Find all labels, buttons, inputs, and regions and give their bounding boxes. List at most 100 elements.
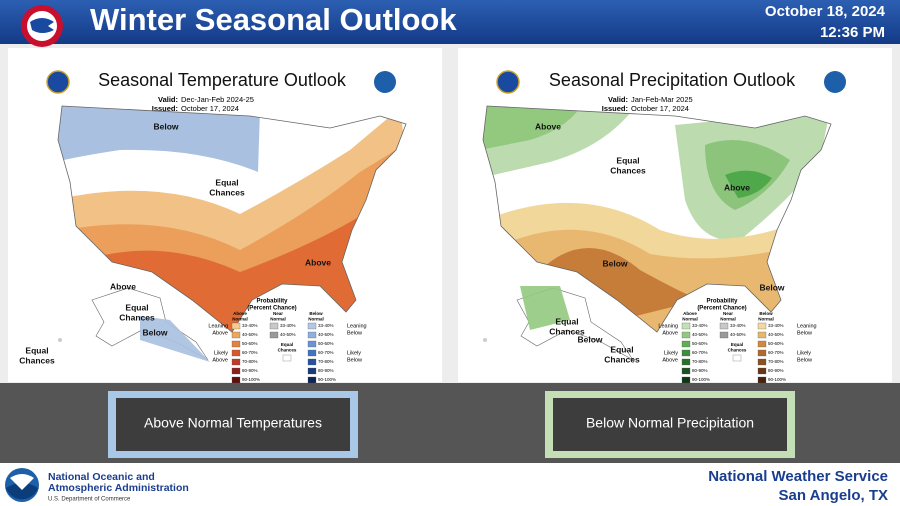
map-label: Equal [215, 177, 238, 187]
legend-range: 33-40% [242, 323, 258, 328]
caption-text: Below Normal Precipitation [586, 415, 754, 431]
legend-swatch [681, 340, 691, 348]
legend-swatch [757, 367, 767, 375]
legend-swatch [307, 349, 317, 357]
agency-line: National Oceanic and [48, 471, 155, 483]
map-label: Above [724, 182, 750, 192]
map-label: Equal [616, 155, 639, 165]
legend-column-header: Normal [232, 317, 248, 322]
issued-label: Issued: [602, 104, 628, 113]
valid-label: Valid: [608, 95, 628, 104]
legend-range: 40-50% [242, 332, 258, 337]
legend-swatch [757, 331, 767, 339]
caption-text: Above Normal Temperatures [144, 415, 322, 431]
office-line: National Weather Service [708, 468, 888, 485]
legend-side-label: Above [212, 330, 228, 336]
legend-range: 70-80% [242, 359, 258, 364]
issued-label: Issued: [152, 104, 178, 113]
legend-column-header: Above [233, 311, 247, 316]
legend-swatch [757, 358, 767, 366]
legend-column-header: Normal [270, 317, 286, 322]
legend-swatch [231, 340, 241, 348]
header-date: October 18, 2024 [765, 3, 886, 20]
legend-swatch [231, 331, 241, 339]
header-bar [0, 0, 900, 44]
map-label: Chances [209, 187, 245, 197]
legend-range: 33-40% [318, 323, 334, 328]
legend-range: 70-80% [768, 359, 784, 364]
legend-swatch [757, 322, 767, 330]
valid-value: Jan-Feb-Mar 2025 [631, 95, 693, 104]
hawaii [58, 338, 62, 342]
legend-range: 50-60% [768, 341, 784, 346]
legend-range: 33-40% [280, 323, 296, 328]
outlook-band [58, 106, 260, 172]
legend-column-header: Normal [308, 317, 324, 322]
agency-seal [46, 70, 70, 94]
map-label: Chances [610, 165, 646, 175]
map-label: Above [305, 257, 331, 267]
legend-swatch [231, 349, 241, 357]
legend-column-header: Above [683, 311, 697, 316]
legend-swatch [231, 367, 241, 375]
legend-range: 40-50% [692, 332, 708, 337]
legend-swatch [732, 354, 742, 362]
legend-range: 80-90% [242, 368, 258, 373]
map-label: Below [577, 334, 602, 344]
legend-range: 70-80% [692, 359, 708, 364]
map-label: Equal [610, 344, 633, 354]
legend-range: 40-50% [318, 332, 334, 337]
map-label: Equal [125, 302, 148, 312]
map-label: Chances [19, 355, 55, 365]
legend-side-label: Above [662, 330, 678, 336]
legend-swatch [681, 349, 691, 357]
legend-column-header: Near [273, 311, 283, 316]
legend-equal-chances: Chances [728, 348, 747, 353]
map-label: Above [535, 121, 561, 131]
legend-equal-chances: Equal [731, 342, 743, 347]
legend-title: Probability [256, 299, 288, 305]
legend-side-label: Below [797, 330, 812, 336]
caption-box [553, 398, 787, 451]
nws-logo [21, 5, 63, 47]
legend-swatch [719, 322, 729, 330]
agency-line: Atmospheric Administration [48, 482, 189, 494]
legend-swatch [307, 340, 317, 348]
legend-swatch [681, 358, 691, 366]
legend-side-label: Below [797, 357, 812, 363]
legend-range: 33-40% [692, 323, 708, 328]
legend-side-label: Likely [797, 350, 811, 356]
office-line: San Angelo, TX [779, 487, 888, 504]
legend-side-label: Leaning [797, 323, 817, 329]
alaska-band [520, 286, 570, 330]
map-label: Chances [549, 326, 585, 336]
panel-title: Seasonal Temperature Outlook [98, 70, 347, 90]
legend-range: 60-70% [242, 350, 258, 355]
legend-column-header: Normal [720, 317, 736, 322]
outlook-band [483, 106, 585, 150]
legend-range: 40-50% [280, 332, 296, 337]
legend-column-header: Below [309, 311, 323, 316]
legend-column-header: Near [723, 311, 733, 316]
noaa-seal [374, 71, 396, 93]
map-label: Equal [25, 345, 48, 355]
map-label: Below [602, 258, 627, 268]
issued-value: October 17, 2024 [631, 104, 689, 113]
valid-value: Dec-Jan-Feb 2024-25 [181, 95, 254, 104]
legend-range: 50-60% [242, 341, 258, 346]
legend-side-label: Leaning [658, 323, 678, 329]
legend-swatch [719, 331, 729, 339]
legend-side-label: Likely [214, 350, 228, 356]
footer-bar [0, 463, 900, 506]
legend-swatch [307, 322, 317, 330]
legend-range: 90-100% [242, 377, 260, 382]
legend-equal-chances: Equal [281, 342, 293, 347]
legend-range: 60-70% [318, 350, 334, 355]
legend-range: 50-60% [692, 341, 708, 346]
noaa-seal [824, 71, 846, 93]
legend-range: 60-70% [768, 350, 784, 355]
legend-range: 33-40% [730, 323, 746, 328]
legend-range: 90-100% [318, 377, 336, 382]
legend-swatch [269, 322, 279, 330]
legend-range: 70-80% [318, 359, 334, 364]
